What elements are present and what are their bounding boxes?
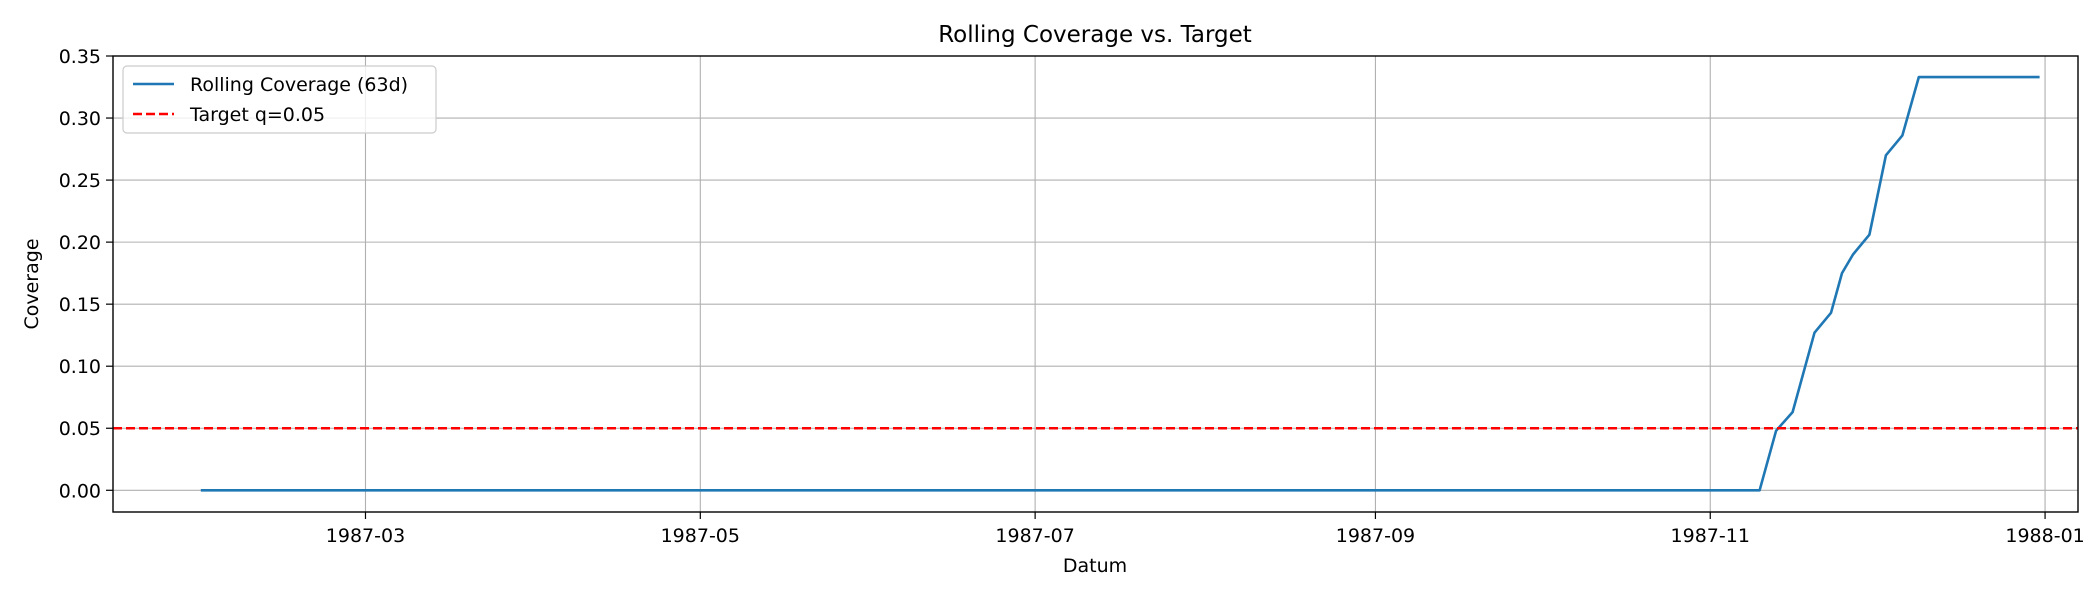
y-axis-label: Coverage xyxy=(21,238,43,329)
y-tick-label: 0.05 xyxy=(59,418,101,440)
plot-frame xyxy=(112,55,2079,513)
x-tick-label: 1987-11 xyxy=(1671,525,1750,547)
legend-box xyxy=(122,65,437,134)
y-tick-label: 0.30 xyxy=(59,108,101,130)
y-tick-label: 0.00 xyxy=(59,480,101,502)
y-tick-label: 0.15 xyxy=(59,294,101,316)
x-tick-label: 1987-09 xyxy=(1336,525,1415,547)
x-tick-label: 1987-07 xyxy=(995,525,1074,547)
y-tick-label: 0.35 xyxy=(59,46,101,68)
x-tick-label: 1987-03 xyxy=(326,525,405,547)
legend: Rolling Coverage (63d) Target q=0.05 xyxy=(122,65,437,134)
series-layer xyxy=(113,75,2078,492)
series-line-rolling-coverage xyxy=(200,75,2040,492)
x-axis-label: Datum xyxy=(1063,555,1127,577)
y-tick-label: 0.20 xyxy=(59,232,101,254)
chart-title: Rolling Coverage vs. Target xyxy=(938,22,1252,48)
x-tick-label: 1987-05 xyxy=(661,525,740,547)
x-tick-label: 1988-01 xyxy=(2005,525,2084,547)
legend-label-target: Target q=0.05 xyxy=(189,104,325,126)
y-tick-label: 0.10 xyxy=(59,356,101,378)
y-tick-label: 0.25 xyxy=(59,170,101,192)
legend-label-rolling-coverage: Rolling Coverage (63d) xyxy=(190,74,408,96)
tick-layer: 1987-03 1987-05 1987-07 1987-09 1987-11 1988-… xyxy=(59,46,2085,547)
